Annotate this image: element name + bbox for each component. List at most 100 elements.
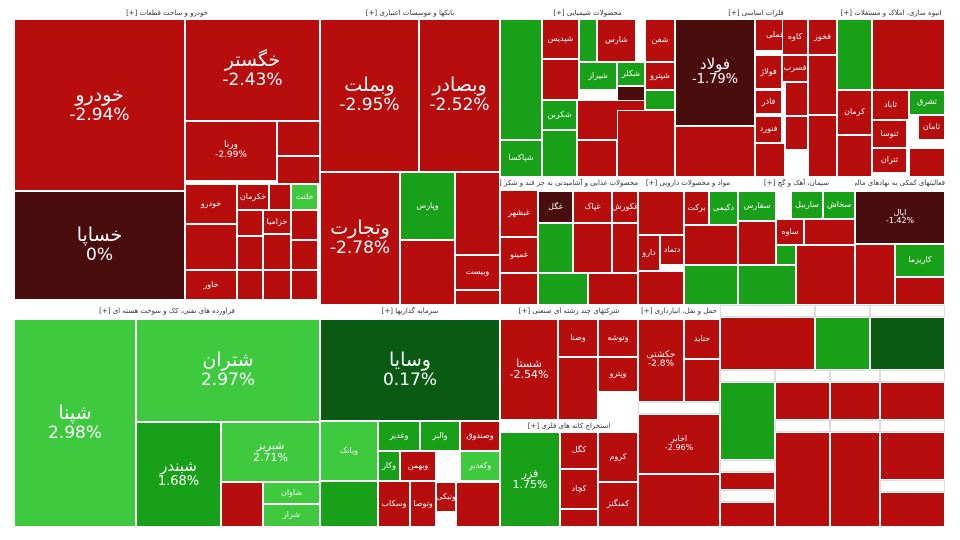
stock-tile[interactable]: غگل — [538, 191, 573, 223]
stock-tile[interactable]: والبر — [420, 421, 460, 451]
stock-tile[interactable]: ورنا -2.99% — [185, 121, 277, 181]
stock-tile[interactable]: فولاد -1.79% — [675, 19, 755, 126]
sector-title[interactable]: شرکتهای چند رشته ای صنعتی [+] — [500, 305, 638, 317]
treemap-cell[interactable] — [880, 382, 945, 420]
stock-tile[interactable]: فسرب — [782, 55, 808, 82]
stock-tile[interactable]: فخوز — [808, 19, 837, 55]
treemap-cell[interactable] — [808, 115, 837, 177]
treemap-cell[interactable] — [400, 240, 455, 305]
stock-tile[interactable]: شتران 2.97% — [136, 319, 320, 422]
sector-title[interactable]: محصولات غذایی و آشامیدنی به جز قند و شکر… — [500, 177, 638, 189]
stock-tile[interactable]: خلنت — [291, 184, 318, 210]
treemap-cell[interactable] — [837, 135, 872, 177]
stock-tile[interactable]: شپدیس — [542, 19, 579, 59]
sector-title[interactable]: سرمایه گذاریها [+] — [320, 305, 500, 317]
stock-tile[interactable]: وغدیر — [378, 421, 420, 451]
stock-tile[interactable]: دارو — [638, 235, 660, 271]
stock-tile[interactable]: شپاکسا — [500, 140, 542, 177]
treemap-cell[interactable] — [560, 509, 598, 527]
treemap-cell[interactable] — [776, 245, 796, 265]
sector-title[interactable]: سیمان، آهک و گچ [+] — [738, 177, 855, 189]
stock-tile[interactable]: ساربیل — [791, 191, 823, 219]
treemap-cell[interactable] — [880, 432, 945, 480]
treemap-cell[interactable] — [291, 210, 318, 240]
treemap-cell[interactable] — [638, 191, 684, 235]
treemap-cell[interactable] — [291, 240, 318, 270]
stock-tile[interactable]: وصنا — [558, 319, 598, 357]
treemap-cell[interactable] — [785, 116, 808, 150]
stock-tile[interactable]: غمینو — [500, 237, 538, 273]
stock-tile[interactable]: وتوشه — [598, 319, 638, 357]
treemap-cell[interactable] — [684, 265, 738, 305]
treemap-cell[interactable] — [720, 502, 775, 527]
sector-title[interactable]: فعالیتهای کمکی به نهادهای مالی [+] — [855, 177, 945, 189]
stock-tile[interactable]: دکیمی — [709, 191, 738, 225]
sector-title[interactable]: استخراج کانه های فلزی [+] — [500, 420, 638, 432]
treemap-cell[interactable] — [612, 223, 638, 273]
stock-tile[interactable]: شفن — [645, 19, 675, 62]
treemap-cell[interactable] — [720, 317, 815, 370]
sector-title[interactable]: فراورده های نفتی، کک و سوخت هسته ای [+] — [14, 305, 320, 317]
stock-tile[interactable]: وکار — [378, 451, 400, 481]
stock-tile[interactable]: وتوصا — [410, 481, 436, 527]
stock-tile[interactable]: خودرو -2.94% — [14, 19, 185, 191]
stock-tile[interactable]: ثنوسا — [872, 120, 907, 148]
stock-tile[interactable]: اپال -1.42% — [855, 191, 945, 244]
treemap-cell[interactable] — [645, 90, 675, 110]
sector-title[interactable]: انبوه سازی، املاک و مستغلات [+] — [837, 7, 945, 19]
treemap-cell[interactable] — [263, 234, 291, 270]
stock-tile[interactable]: غپاک — [573, 191, 612, 223]
stock-tile[interactable]: کرمان — [837, 90, 872, 135]
sector-title[interactable]: بانکها و موسسات اعتباری [+] — [320, 7, 500, 19]
treemap-cell[interactable] — [185, 224, 237, 270]
treemap-cell[interactable] — [638, 271, 684, 305]
stock-tile[interactable]: وبملت -2.95% — [320, 19, 419, 172]
sector-title[interactable]: خودرو و ساخت قطعات [+] — [14, 7, 320, 19]
treemap-cell[interactable] — [830, 432, 880, 527]
stock-tile[interactable]: غکورش — [612, 191, 638, 223]
treemap-cell[interactable] — [738, 221, 776, 265]
sector-title[interactable]: حمل و نقل، انبارداری [+] — [638, 305, 720, 317]
stock-tile[interactable]: فنورد — [755, 116, 782, 143]
stock-tile[interactable]: شارس — [597, 19, 636, 62]
treemap-cell[interactable] — [804, 219, 855, 245]
treemap-cell[interactable] — [909, 148, 945, 177]
sector-title[interactable]: فلزات اساسی [+] — [675, 7, 837, 19]
stock-tile[interactable]: اخابر -2.96% — [638, 414, 720, 474]
treemap-cell[interactable] — [291, 270, 318, 300]
stock-tile[interactable]: وصندوق — [460, 421, 500, 451]
treemap-cell[interactable] — [456, 482, 500, 527]
stock-tile[interactable]: وپترو — [598, 357, 638, 392]
stock-tile[interactable]: وکغدیر — [460, 451, 500, 481]
treemap-cell[interactable] — [455, 290, 500, 305]
treemap-cell[interactable] — [755, 143, 785, 177]
stock-tile[interactable]: خزامیا — [263, 210, 291, 234]
stock-tile[interactable]: شپنا 2.98% — [14, 319, 136, 527]
treemap-cell[interactable] — [638, 474, 720, 527]
treemap-cell[interactable] — [500, 19, 542, 140]
stock-tile[interactable]: ثاباد — [872, 90, 909, 120]
treemap-cell[interactable] — [775, 382, 830, 420]
treemap-cell[interactable] — [617, 110, 675, 177]
stock-tile[interactable]: سفارس — [738, 191, 776, 221]
treemap-cell[interactable] — [738, 265, 796, 305]
treemap-cell[interactable] — [542, 59, 579, 100]
stock-tile[interactable]: شکلر — [617, 62, 645, 86]
stock-tile[interactable]: شیراز — [579, 62, 617, 90]
treemap-cell[interactable] — [577, 140, 617, 177]
treemap-cell[interactable] — [588, 273, 638, 305]
treemap-cell[interactable] — [855, 244, 895, 305]
treemap-cell[interactable] — [269, 184, 291, 210]
treemap-cell[interactable] — [815, 317, 870, 370]
stock-tile[interactable]: حکشتی -2.8% — [638, 319, 684, 402]
treemap-cell[interactable] — [675, 126, 755, 177]
treemap-cell[interactable] — [277, 156, 320, 184]
treemap-cell[interactable] — [538, 273, 588, 305]
stock-tile[interactable]: کاوه — [782, 19, 808, 55]
treemap-cell[interactable] — [684, 359, 720, 402]
stock-tile[interactable]: فولاژ — [755, 55, 782, 89]
treemap-cell[interactable] — [720, 382, 775, 460]
treemap-cell[interactable] — [870, 317, 945, 370]
treemap-cell[interactable] — [720, 472, 775, 490]
stock-tile[interactable]: شاوان — [263, 482, 320, 504]
